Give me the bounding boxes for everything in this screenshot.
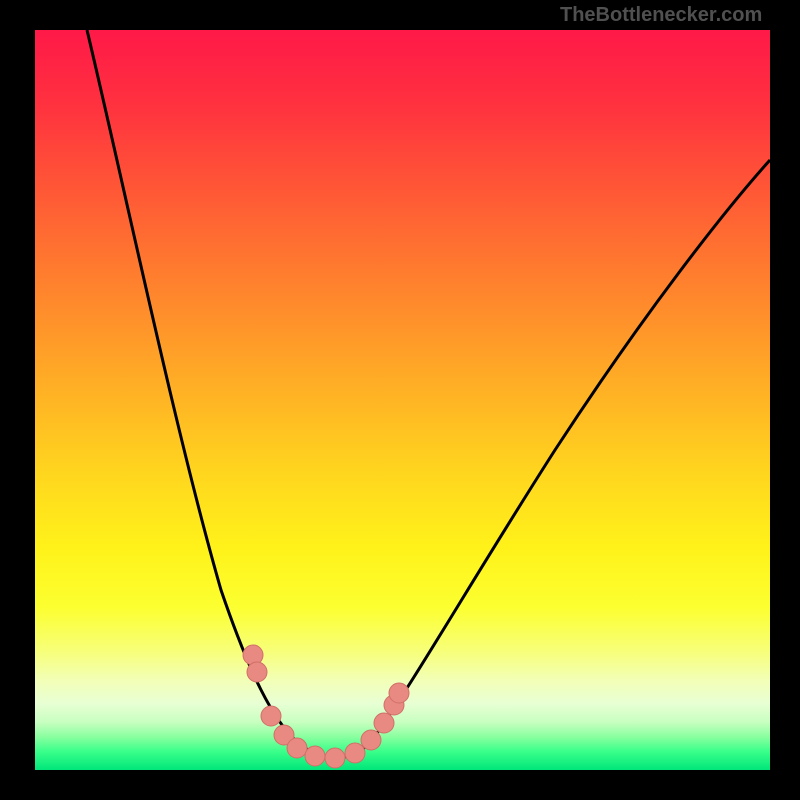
curve-marker bbox=[261, 706, 281, 726]
curve-left-branch bbox=[87, 30, 337, 758]
curve-marker bbox=[389, 683, 409, 703]
curve-marker bbox=[374, 713, 394, 733]
curve-marker bbox=[325, 748, 345, 768]
curve-marker bbox=[287, 738, 307, 758]
bottleneck-curve bbox=[35, 30, 770, 770]
marker-group bbox=[243, 645, 409, 768]
curve-marker bbox=[305, 746, 325, 766]
curve-marker bbox=[247, 662, 267, 682]
watermark-label: TheBottlenecker.com bbox=[560, 4, 762, 27]
curve-marker bbox=[345, 743, 365, 763]
curve-marker bbox=[361, 730, 381, 750]
plot-area bbox=[35, 30, 770, 770]
curve-right-branch bbox=[337, 160, 770, 758]
